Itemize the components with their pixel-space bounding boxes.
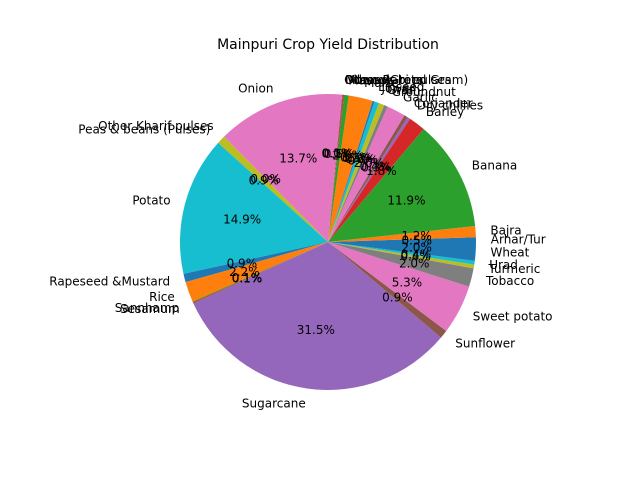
slice-label-rapeseed-mustard: Rapeseed &Mustard <box>49 275 170 289</box>
slice-pct-potato: 14.9% <box>223 212 261 226</box>
pie-slice-garlic <box>328 106 405 242</box>
pie-slice-maize <box>328 95 373 242</box>
slice-label-dry-chillies: Dry chillies <box>417 99 483 113</box>
slice-label-linseed: Linseed <box>378 80 424 94</box>
slice-label-barley: Barley <box>426 105 464 119</box>
slice-pct-wheat: 2.0% <box>401 241 432 255</box>
pie-slice-onion <box>224 94 343 242</box>
slice-label-sweet-potato: Sweet potato <box>473 310 553 324</box>
slice-pct-bajra: 1.2% <box>401 229 432 243</box>
slice-label-urad: Urad <box>489 258 518 272</box>
pie-slice-sannhamp <box>192 242 328 303</box>
slice-label-sunflower: Sunflower <box>455 337 515 351</box>
slice-pct-garlic: 2.0% <box>354 156 385 170</box>
slice-label-peas-beans-pulses: Peas & beans (Pulses) <box>78 122 210 136</box>
pie-slice-peas-beans-pulses <box>218 136 328 242</box>
slice-pct-onion: 13.7% <box>279 151 317 165</box>
slice-pct-sugarcane: 31.5% <box>297 323 335 337</box>
slice-pct-sunflower: 0.9% <box>382 290 413 304</box>
slice-pct-barley: 1.8% <box>366 164 397 178</box>
pie-slice-sunflower <box>328 242 447 338</box>
slice-percentages: 0.5%1.2%11.9%1.8%0.3%0.4%2.0%0.4%0.6%0.5… <box>223 147 432 337</box>
slice-pct-sannhamp: 0.1% <box>232 271 263 285</box>
slice-label-tobacco: Tobacco <box>485 274 534 288</box>
pie-slices <box>180 94 476 390</box>
pie-slice-sweet-potato <box>328 242 470 331</box>
pie-slice-moong-green-gram <box>328 94 345 242</box>
slice-pct-gram: 0.6% <box>345 152 376 166</box>
pie-slice-linseed <box>328 100 375 242</box>
pie-slice-masoor <box>328 94 349 242</box>
chart-title: Mainpuri Crop Yield Distribution <box>217 37 439 53</box>
slice-label-sesamum: Sesamum <box>120 302 180 316</box>
pie-slice-sugarcane <box>193 242 441 390</box>
slice-label-potato: Potato <box>132 193 170 207</box>
slice-pct-oilseeds-total: 0.1% <box>322 147 353 161</box>
slice-label-rice: Rice <box>149 290 175 304</box>
pie-slice-other-kharif-pulses <box>224 136 328 242</box>
slice-label-garlic: Garlic <box>403 91 438 105</box>
slice-pct-dry-chillies: 0.3% <box>361 161 392 175</box>
slice-label-banana: Banana <box>472 159 518 173</box>
pie-slice-groundnut <box>328 105 388 243</box>
slice-pct-maize: 2.6% <box>332 148 363 162</box>
pie-slice-potato <box>180 142 328 274</box>
slice-pct-coriander: 0.4% <box>360 160 391 174</box>
slice-label-arhar-tur: Arhar/Tur <box>491 232 546 246</box>
pie-slice-tobacco <box>328 242 474 287</box>
slice-label-oilseeds-total: Oilseeds total <box>344 73 426 87</box>
pie-slice-jowar <box>328 101 379 242</box>
slice-label-gram: Gram <box>387 83 420 97</box>
slice-pct-groundnut: 0.4% <box>348 153 379 167</box>
slice-label-other-kharif-pulses: Other Kharif pulses <box>98 119 213 133</box>
slice-label-groundnut: Groundnut <box>392 85 456 99</box>
pie-slice-rapeseed-mustard <box>183 242 328 283</box>
pie-slice-oilseeds-total <box>328 94 344 242</box>
slice-pct-sesamum: 0.1% <box>232 272 263 286</box>
slice-pct-jowar: 0.5% <box>342 151 373 165</box>
pie-slice-turmeric <box>328 242 475 269</box>
slice-label-jowar: Jowar <box>381 81 415 95</box>
slice-label-other-rabi-pulses: Other Rabi pulses <box>345 73 452 87</box>
slice-pct-tobacco: 2.0% <box>399 256 430 270</box>
slice-pct-rice: 2.2% <box>229 265 260 279</box>
slice-pct-peas-beans-pulses: 0.9% <box>249 174 280 188</box>
slice-pct-other-rabi-pulses: 0.0% <box>322 147 353 161</box>
slice-label-coriander: Coriander <box>414 97 473 111</box>
slice-pct-other-kharif-pulses: 0.0% <box>250 172 281 186</box>
slice-label-masoor: Masoor <box>348 73 392 87</box>
slice-pct-masoor: 0.5% <box>324 147 355 161</box>
slice-pct-sweet-potato: 5.3% <box>392 276 423 290</box>
slice-pct-arhar-tur: 0.5% <box>402 234 433 248</box>
pie-slice-sesamum <box>192 242 328 304</box>
slice-label-wheat: Wheat <box>490 245 529 259</box>
slice-label-turmeric: Turmeric <box>488 262 541 276</box>
pie-slice-gram <box>328 103 385 243</box>
pie-slice-coriander <box>328 115 408 242</box>
pie-slice-dry-chillies <box>328 117 411 242</box>
pie-slice-urad <box>328 242 475 265</box>
pie-slice-rice <box>185 242 328 302</box>
slice-label-sannhamp: Sannhamp <box>115 301 179 315</box>
slice-label-bajra: Bajra <box>490 224 521 238</box>
slice-pct-moong-green-gram: 0.1% <box>322 147 353 161</box>
pie-slice-bajra <box>328 225 476 242</box>
slice-pct-rapeseed-mustard: 0.9% <box>227 257 258 271</box>
slice-label-sugarcane: Sugarcane <box>242 396 306 410</box>
slice-pct-linseed: 0.2% <box>340 151 371 165</box>
pie-slice-arhar-tur <box>328 237 476 242</box>
slice-pct-urad: 0.4% <box>401 247 432 261</box>
slice-label-moong-green-gram: Moong(Green Gram) <box>345 73 468 87</box>
pie-slice-wheat <box>328 242 476 261</box>
slice-label-onion: Onion <box>238 82 273 96</box>
pie-slice-barley <box>328 118 424 242</box>
slice-label-maize: Maize <box>364 76 399 90</box>
pie-slice-banana <box>328 129 476 242</box>
slice-pct-banana: 11.9% <box>387 193 425 207</box>
slice-pct-turmeric: 0.4% <box>400 250 431 264</box>
